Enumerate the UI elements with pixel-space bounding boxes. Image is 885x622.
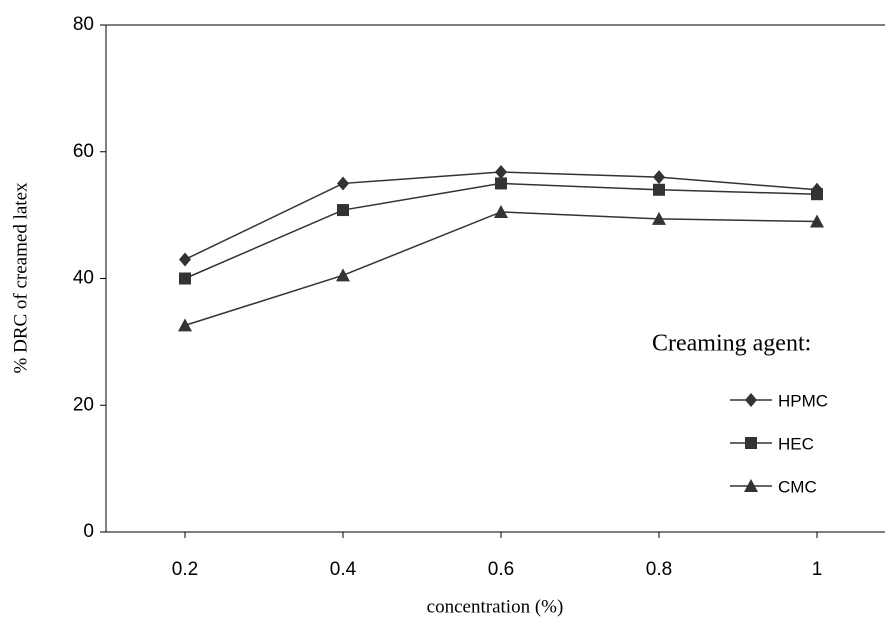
- y-axis-title: % DRC of creamed latex: [10, 182, 31, 373]
- x-tick-label: 0.6: [488, 559, 514, 580]
- plot-area: 0 20 40 60 80 0.2 0.4 0.6 0.8 1: [73, 14, 885, 580]
- marker: [495, 165, 507, 179]
- series-line: [185, 212, 817, 325]
- legend: HPMC HEC CMC: [730, 391, 828, 496]
- legend-label: HPMC: [778, 391, 828, 410]
- x-axis-title: concentration (%): [427, 596, 564, 617]
- x-tick-label: 0.2: [172, 559, 198, 580]
- legend-label: CMC: [778, 477, 817, 496]
- marker: [745, 393, 757, 407]
- marker: [495, 177, 507, 189]
- y-tick-label: 20: [73, 394, 94, 415]
- y-tick-label: 40: [73, 268, 94, 289]
- marker: [811, 188, 823, 200]
- marker: [178, 318, 192, 331]
- y-tick-label: 60: [73, 141, 94, 162]
- marker: [653, 170, 665, 184]
- marker: [179, 252, 191, 266]
- series-line: [185, 183, 817, 278]
- x-tick-label: 0.4: [330, 559, 357, 580]
- marker: [337, 176, 349, 190]
- marker: [179, 273, 191, 285]
- legend-label: HEC: [778, 434, 814, 453]
- chart: concentration (%) % DRC of creamed latex…: [0, 0, 885, 622]
- x-tick-label: 1: [812, 559, 823, 580]
- y-tick-label: 0: [83, 521, 94, 542]
- marker: [337, 204, 349, 216]
- marker: [336, 268, 350, 281]
- marker: [653, 184, 665, 196]
- x-tick-label: 0.8: [646, 559, 672, 580]
- marker: [745, 437, 757, 449]
- legend-title: Creaming agent:: [652, 331, 811, 357]
- y-tick-label: 80: [73, 14, 94, 35]
